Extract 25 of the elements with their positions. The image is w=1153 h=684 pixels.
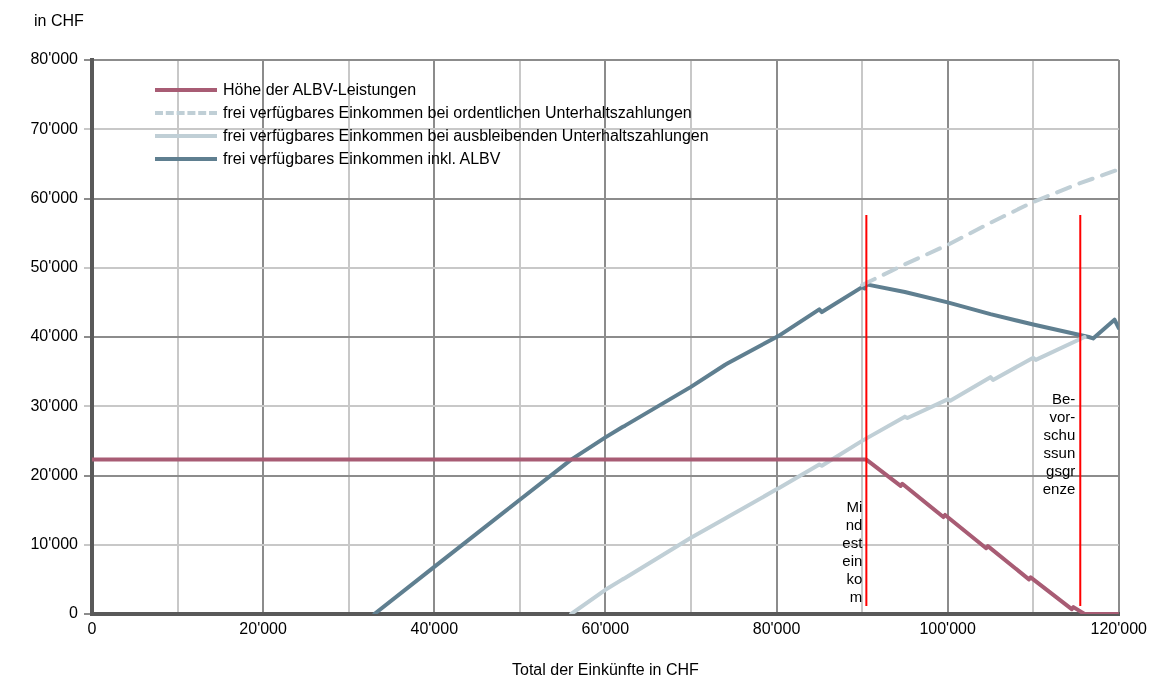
x-axis-title: Total der Einkünfte in CHF: [512, 660, 699, 678]
y-axis-title: in CHF: [34, 12, 84, 30]
legend-label: frei verfügbares Einkommen bei ordentlichen Unterhaltszahlungen: [223, 103, 692, 122]
y-tick-label: 40'000: [30, 327, 79, 345]
x-tick-label: 0: [87, 620, 97, 638]
y-tick-label: 0: [69, 604, 79, 622]
x-tick-label: 60'000: [581, 620, 630, 638]
legend-label: frei verfügbares Einkommen bei ausbleibenden Unterhaltszahlungen: [223, 126, 709, 145]
y-tick-label: 10'000: [30, 535, 79, 553]
ref-line-label: Mindesteinkom: [842, 497, 864, 605]
y-tick-label: 30'000: [30, 396, 79, 414]
y-tick-label: 20'000: [30, 465, 79, 483]
y-tick-label: 80'000: [30, 50, 79, 68]
x-tick-label: 40'000: [410, 620, 459, 638]
legend-label: frei verfügbares Einkommen inkl. ALBV: [223, 149, 501, 168]
y-tick-label: 50'000: [30, 258, 79, 276]
y-tick-label: 70'000: [30, 119, 79, 137]
y-tick-label: 60'000: [30, 188, 79, 206]
x-tick-label: 80'000: [752, 620, 801, 638]
legend-label: Höhe der ALBV-Leistungen: [223, 80, 417, 99]
x-tick-label: 100'000: [919, 620, 976, 638]
line-series: [860, 167, 1119, 288]
ref-line-label: Be-vor-schussungsgrenze: [1042, 390, 1076, 498]
x-tick-label: 120'000: [1090, 620, 1148, 638]
x-tick-label: 20'000: [239, 620, 287, 638]
